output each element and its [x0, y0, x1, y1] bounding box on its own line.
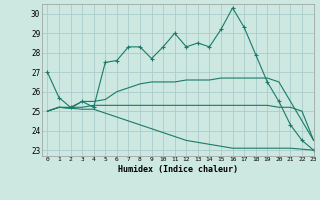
X-axis label: Humidex (Indice chaleur): Humidex (Indice chaleur): [118, 165, 237, 174]
